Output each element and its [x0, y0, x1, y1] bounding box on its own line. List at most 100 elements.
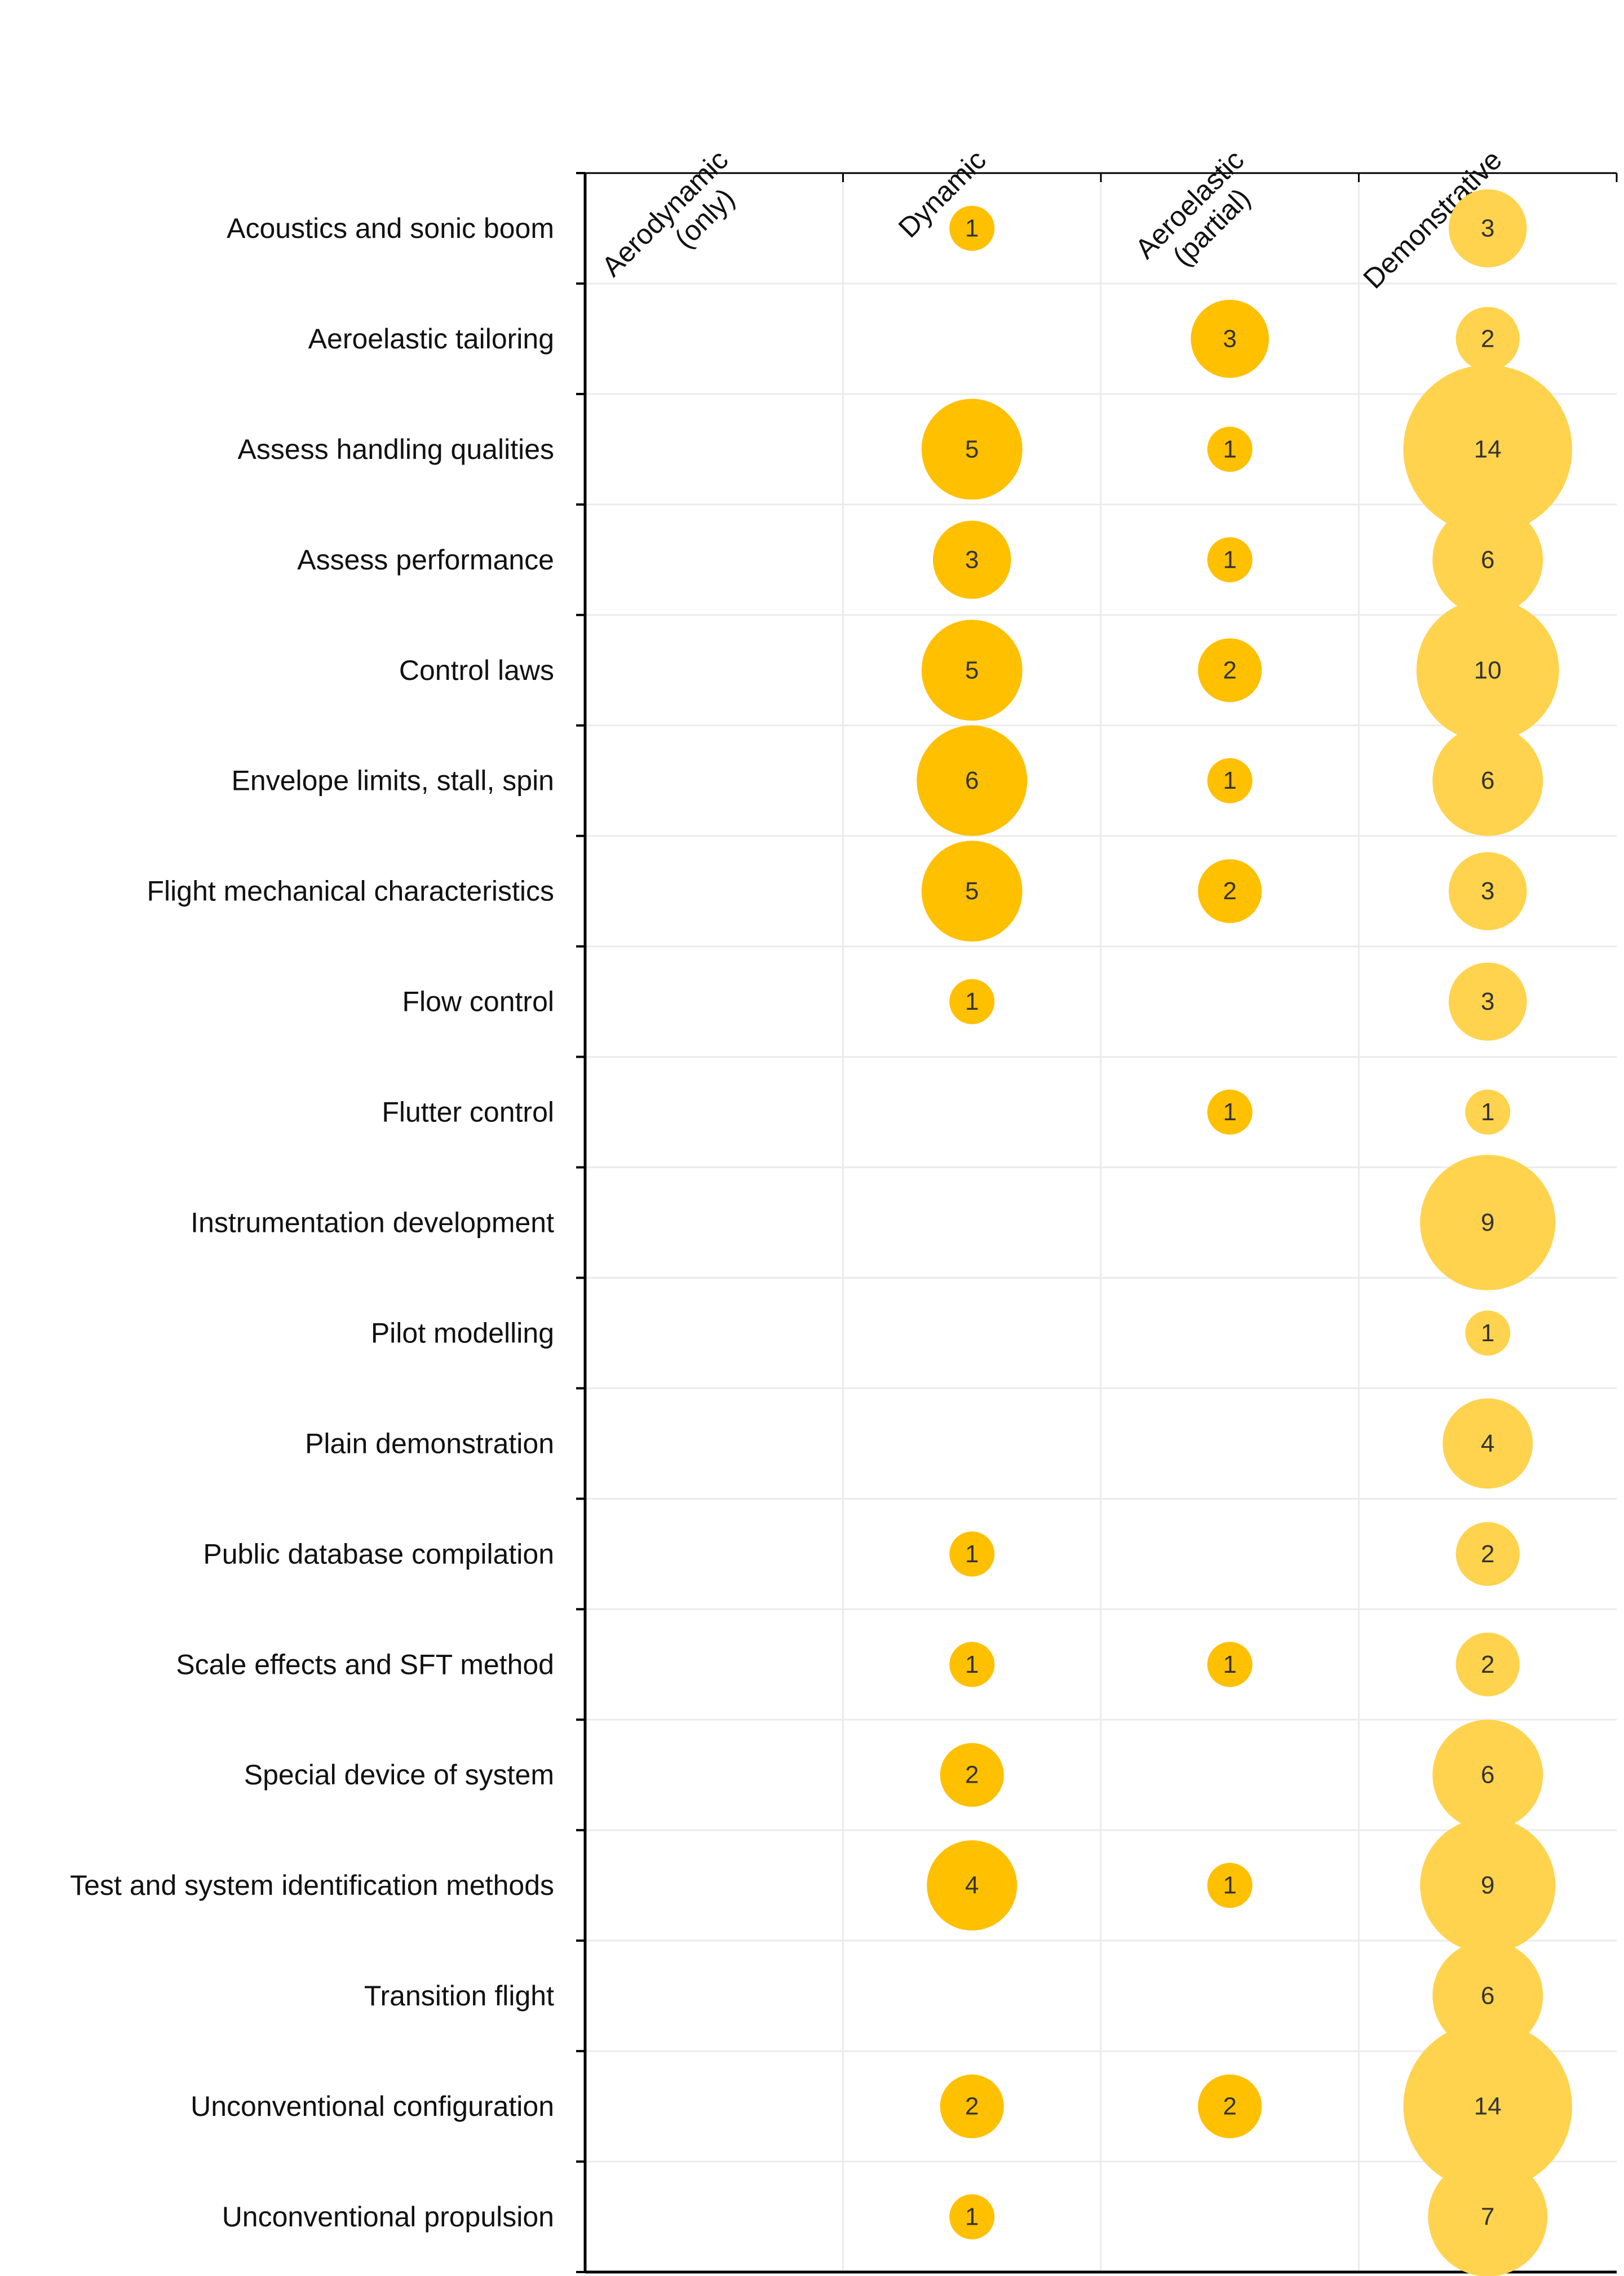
grid-lines	[585, 173, 1617, 2272]
bubble-control-laws-aeroelastic-value: 2	[1223, 656, 1237, 684]
bubble-assess-handling-qualities-aeroelastic	[1207, 426, 1253, 472]
bubble-control-laws-dynamic-value: 5	[965, 656, 979, 684]
bubble-control-laws-demonstrative	[1416, 599, 1559, 742]
bubble-special-device-of-system-demonstrative	[1432, 1720, 1543, 1831]
bubble-flight-mechanical-characteristics-demonstrative	[1448, 852, 1527, 930]
column-label-aerodynamic: Aerodynamic(only)	[596, 144, 757, 305]
bubble-control-laws-demonstrative-value: 10	[1474, 656, 1502, 684]
bubble-public-database-compilation-dynamic	[949, 1531, 995, 1577]
bubble-assess-handling-qualities-dynamic-value: 5	[965, 435, 979, 463]
bubble-unconventional-propulsion-dynamic-value: 1	[965, 2203, 979, 2231]
bubble-scale-effects-and-sft-method-dynamic	[949, 1642, 995, 1687]
bubble-transition-flight-demonstrative-value: 6	[1481, 1982, 1494, 2010]
bubble-pilot-modelling-demonstrative-value: 1	[1481, 1319, 1494, 1347]
bubble-flight-mechanical-characteristics-demonstrative-value: 3	[1481, 877, 1494, 905]
row-label-transition-flight: Transition flight	[364, 1980, 554, 2012]
bubble-envelope-limits-stall-spin-demonstrative-value: 6	[1481, 767, 1494, 794]
bubble-plain-demonstration-demonstrative	[1442, 1398, 1533, 1489]
bubble-flutter-control-aeroelastic	[1207, 1089, 1253, 1135]
bubble-public-database-compilation-demonstrative-value: 2	[1481, 1540, 1494, 1568]
bubble-flow-control-demonstrative-value: 3	[1481, 988, 1494, 1015]
row-label-scale-effects-and-sft-method: Scale effects and SFT method	[176, 1649, 554, 1680]
row-label-instrumentation-development: Instrumentation development	[191, 1207, 554, 1239]
bubble-flight-mechanical-characteristics-dynamic-value: 5	[965, 877, 979, 905]
row-label-envelope-limits-stall-spin: Envelope limits, stall, spin	[232, 765, 554, 797]
bubble-test-and-system-identification-methods-aeroelastic-value: 1	[1223, 1872, 1237, 1899]
bubble-assess-performance-demonstrative-value: 6	[1481, 546, 1494, 573]
bubble-assess-performance-dynamic	[932, 520, 1011, 599]
row-label-special-device-of-system: Special device of system	[244, 1759, 554, 1791]
row-label-unconventional-propulsion: Unconventional propulsion	[222, 2201, 554, 2233]
bubble-test-and-system-identification-methods-dynamic	[927, 1840, 1017, 1931]
bubble-assess-handling-qualities-demonstrative	[1403, 365, 1572, 534]
bubble-flutter-control-aeroelastic-value: 1	[1223, 1098, 1237, 1126]
row-label-plain-demonstration: Plain demonstration	[305, 1428, 554, 1459]
bubble-unconventional-configuration-aeroelastic-value: 2	[1223, 2093, 1237, 2120]
bubble-unconventional-configuration-dynamic-value: 2	[965, 2093, 979, 2120]
bubble-flow-control-demonstrative	[1448, 962, 1527, 1041]
bubble-scale-effects-and-sft-method-demonstrative	[1455, 1632, 1520, 1696]
bubble-special-device-of-system-dynamic-value: 2	[965, 1761, 979, 1789]
bubble-plain-demonstration-demonstrative-value: 4	[1481, 1430, 1494, 1457]
bubble-control-laws-dynamic	[921, 620, 1023, 721]
row-label-assess-performance: Assess performance	[297, 544, 554, 576]
row-label-flutter-control: Flutter control	[382, 1097, 554, 1128]
bubble-unconventional-propulsion-demonstrative	[1428, 2157, 1548, 2276]
bubble-aeroelastic-tailoring-demonstrative-value: 2	[1481, 325, 1494, 352]
row-label-aeroelastic-tailoring: Aeroelastic tailoring	[308, 323, 554, 355]
bubble-envelope-limits-stall-spin-aeroelastic-value: 1	[1223, 767, 1237, 794]
bubble-flight-mechanical-characteristics-aeroelastic-value: 2	[1223, 877, 1237, 905]
bubble-aeroelastic-tailoring-aeroelastic	[1191, 299, 1269, 378]
row-label-flight-mechanical-characteristics: Flight mechanical characteristics	[147, 876, 555, 907]
row-label-assess-handling-qualities: Assess handling qualities	[238, 434, 554, 465]
bubble-test-and-system-identification-methods-demonstrative-value: 9	[1481, 1872, 1494, 1899]
bubble-unconventional-configuration-dynamic	[940, 2074, 1004, 2138]
bubble-pilot-modelling-demonstrative	[1465, 1310, 1511, 1356]
row-label-unconventional-configuration: Unconventional configuration	[191, 2091, 554, 2122]
row-label-test-and-system-identification-methods: Test and system identification methods	[70, 1870, 554, 1901]
bubble-control-laws-aeroelastic	[1198, 638, 1262, 702]
bubble-test-and-system-identification-methods-aeroelastic	[1207, 1863, 1253, 1908]
bubble-assess-handling-qualities-demonstrative-value: 14	[1474, 435, 1502, 463]
bubble-instrumentation-development-demonstrative	[1420, 1155, 1556, 1291]
bubble-assess-performance-aeroelastic	[1207, 537, 1253, 582]
bubble-flow-control-dynamic-value: 1	[965, 988, 979, 1015]
bubble-unconventional-configuration-demonstrative	[1403, 2022, 1572, 2191]
bubble-envelope-limits-stall-spin-aeroelastic	[1207, 758, 1253, 803]
bubble-test-and-system-identification-methods-demonstrative	[1420, 1818, 1556, 1954]
bubble-envelope-limits-stall-spin-dynamic-value: 6	[965, 767, 979, 794]
axes	[576, 172, 1618, 2274]
row-label-acoustics-and-sonic-boom: Acoustics and sonic boom	[227, 213, 554, 244]
bubble-special-device-of-system-dynamic	[940, 1743, 1004, 1807]
row-label-pilot-modelling: Pilot modelling	[371, 1317, 554, 1349]
bubble-flutter-control-demonstrative-value: 1	[1481, 1098, 1494, 1126]
bubble-acoustics-and-sonic-boom-demonstrative-value: 3	[1481, 214, 1494, 242]
bubble-public-database-compilation-demonstrative	[1455, 1522, 1520, 1586]
bubble-flight-mechanical-characteristics-aeroelastic	[1198, 859, 1262, 923]
bubble-public-database-compilation-dynamic-value: 1	[965, 1540, 979, 1568]
bubble-unconventional-configuration-aeroelastic	[1198, 2074, 1262, 2138]
bubble-test-and-system-identification-methods-dynamic-value: 4	[965, 1872, 979, 1899]
bubble-flow-control-dynamic	[949, 979, 995, 1024]
row-label-public-database-compilation: Public database compilation	[203, 1538, 554, 1570]
bubble-scale-effects-and-sft-method-aeroelastic	[1207, 1642, 1253, 1687]
bubble-acoustics-and-sonic-boom-demonstrative	[1448, 189, 1527, 268]
bubble-scale-effects-and-sft-method-aeroelastic-value: 1	[1223, 1651, 1237, 1678]
bubble-scale-effects-and-sft-method-demonstrative-value: 2	[1481, 1651, 1494, 1678]
bubble-aeroelastic-tailoring-aeroelastic-value: 3	[1223, 325, 1237, 352]
bubble-assess-performance-demonstrative	[1432, 504, 1543, 615]
row-label-flow-control: Flow control	[402, 986, 554, 1018]
bubble-scale-effects-and-sft-method-dynamic-value: 1	[965, 1651, 979, 1678]
bubble-aeroelastic-tailoring-demonstrative	[1455, 307, 1520, 371]
row-labels: Acoustics and sonic boom Aeroelastic tail…	[70, 213, 554, 2233]
bubble-unconventional-propulsion-demonstrative-value: 7	[1481, 2203, 1494, 2231]
bubble-acoustics-and-sonic-boom-dynamic	[949, 205, 995, 251]
bubble-transition-flight-demonstrative	[1432, 1941, 1543, 2052]
bubble-unconventional-propulsion-dynamic	[949, 2194, 995, 2240]
bubble-flutter-control-demonstrative	[1465, 1089, 1511, 1135]
bubble-special-device-of-system-demonstrative-value: 6	[1481, 1761, 1494, 1789]
column-labels: Aerodynamic(only) Dynamic Aeroelastic(part…	[596, 144, 1508, 305]
bubble-envelope-limits-stall-spin-demonstrative	[1432, 725, 1543, 836]
bubble-instrumentation-development-demonstrative-value: 9	[1481, 1209, 1494, 1236]
